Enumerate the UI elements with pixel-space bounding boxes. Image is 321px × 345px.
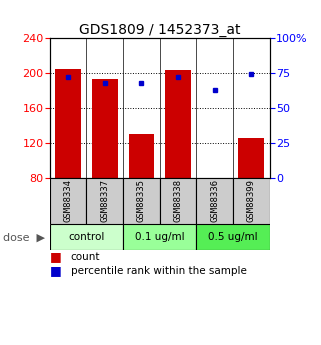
Bar xyxy=(50,178,86,224)
Text: ■: ■ xyxy=(50,264,62,277)
Title: GDS1809 / 1452373_at: GDS1809 / 1452373_at xyxy=(79,23,240,37)
Text: ■: ■ xyxy=(50,250,62,264)
Text: GSM88336: GSM88336 xyxy=(210,179,219,223)
Bar xyxy=(55,69,81,178)
Bar xyxy=(92,79,117,178)
Bar xyxy=(86,178,123,224)
Text: GSM88334: GSM88334 xyxy=(64,179,73,223)
Text: GSM88337: GSM88337 xyxy=(100,179,109,223)
Text: count: count xyxy=(71,252,100,262)
Text: percentile rank within the sample: percentile rank within the sample xyxy=(71,266,247,276)
Bar xyxy=(160,178,196,224)
Bar xyxy=(239,138,264,178)
Text: 0.5 ug/ml: 0.5 ug/ml xyxy=(208,232,258,242)
Bar xyxy=(128,134,154,178)
Text: dose  ▶: dose ▶ xyxy=(3,232,45,242)
Bar xyxy=(233,178,270,224)
Bar xyxy=(196,224,270,250)
Text: GSM88399: GSM88399 xyxy=(247,179,256,223)
Bar xyxy=(123,224,196,250)
Text: 0.1 ug/ml: 0.1 ug/ml xyxy=(135,232,185,242)
Text: GSM88335: GSM88335 xyxy=(137,179,146,223)
Bar xyxy=(196,178,233,224)
Text: control: control xyxy=(68,232,105,242)
Bar xyxy=(165,70,191,178)
Text: GSM88338: GSM88338 xyxy=(174,179,183,223)
Bar xyxy=(123,178,160,224)
Bar xyxy=(50,224,123,250)
